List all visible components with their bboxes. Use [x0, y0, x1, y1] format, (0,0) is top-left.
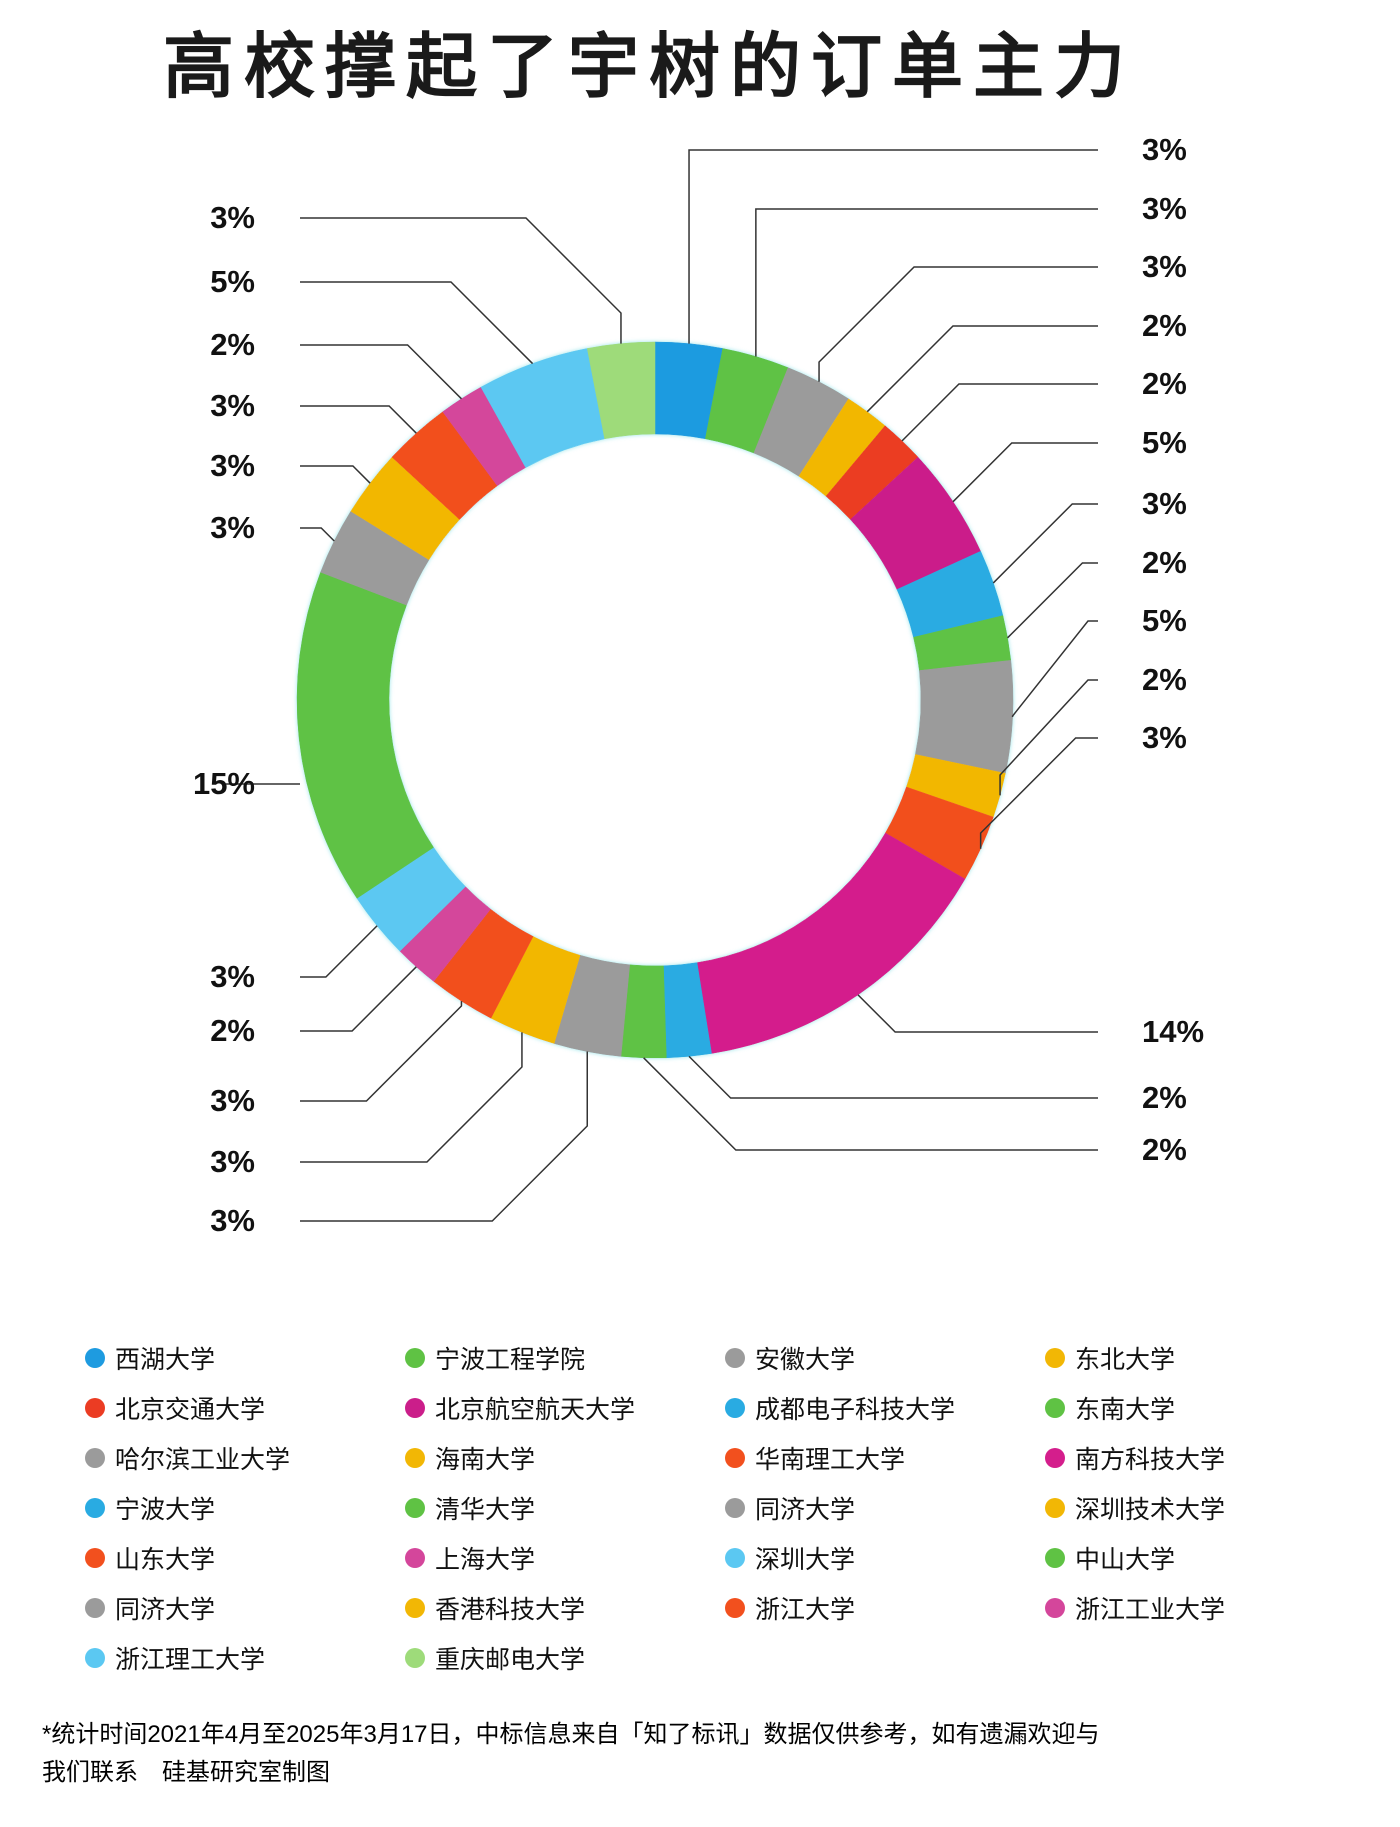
svg-text:3%: 3%: [210, 959, 255, 994]
svg-text:2%: 2%: [1142, 662, 1187, 697]
svg-text:3%: 3%: [210, 388, 255, 423]
svg-text:3%: 3%: [210, 510, 255, 545]
svg-text:2%: 2%: [1142, 545, 1187, 580]
svg-text:2%: 2%: [1142, 366, 1187, 401]
svg-text:3%: 3%: [210, 448, 255, 483]
svg-text:3%: 3%: [1142, 132, 1187, 167]
svg-text:2%: 2%: [1142, 308, 1187, 343]
svg-text:15%: 15%: [193, 766, 255, 801]
svg-text:5%: 5%: [1142, 425, 1187, 460]
svg-text:3%: 3%: [210, 1144, 255, 1179]
svg-text:3%: 3%: [210, 1203, 255, 1238]
svg-text:2%: 2%: [210, 1013, 255, 1048]
svg-text:3%: 3%: [1142, 191, 1187, 226]
svg-text:2%: 2%: [1142, 1132, 1187, 1167]
svg-text:2%: 2%: [210, 327, 255, 362]
svg-text:3%: 3%: [1142, 486, 1187, 521]
svg-text:3%: 3%: [210, 200, 255, 235]
svg-text:3%: 3%: [1142, 720, 1187, 755]
svg-text:5%: 5%: [210, 264, 255, 299]
svg-text:5%: 5%: [1142, 603, 1187, 638]
svg-text:3%: 3%: [210, 1083, 255, 1118]
svg-text:3%: 3%: [1142, 249, 1187, 284]
svg-text:14%: 14%: [1142, 1014, 1204, 1049]
svg-text:2%: 2%: [1142, 1080, 1187, 1115]
